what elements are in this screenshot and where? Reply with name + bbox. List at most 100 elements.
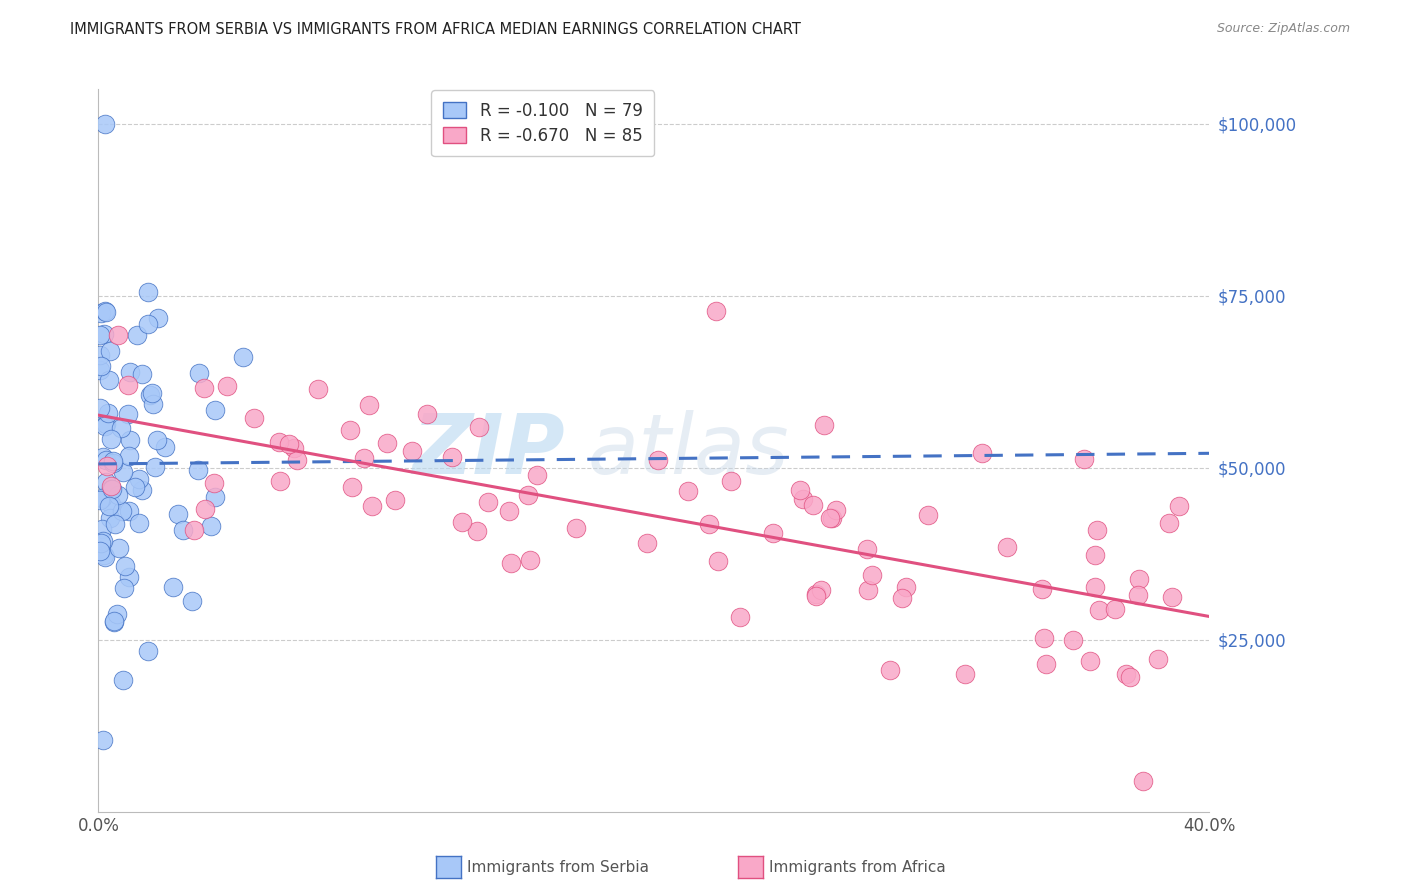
Point (890, 591, 912, 606)
Point (117, 378, 139, 392)
Point (860, 568, 883, 582)
Point (1115, 666, 1137, 681)
Point (477, 495, 499, 509)
Point (100, 432, 122, 446)
Text: Immigrants from Africa: Immigrants from Africa (769, 860, 946, 874)
Point (360, 499, 382, 513)
Text: Source: ZipAtlas.com: Source: ZipAtlas.com (1216, 22, 1350, 36)
Point (111, 673, 134, 687)
Point (93, 450, 115, 465)
Point (519, 553, 541, 567)
Point (441, 450, 464, 464)
Text: Immigrants from Serbia: Immigrants from Serbia (467, 860, 648, 874)
Point (287, 453, 309, 467)
Point (89, 544, 111, 558)
Point (821, 511, 844, 525)
Point (200, 519, 222, 533)
Point (1084, 580, 1107, 594)
Point (194, 501, 217, 516)
Point (193, 381, 215, 395)
Point (501, 556, 523, 570)
Point (810, 582, 832, 597)
Point (1147, 652, 1170, 666)
Point (215, 379, 238, 393)
Point (307, 382, 329, 396)
Point (955, 667, 977, 681)
Point (124, 480, 146, 494)
Point (117, 407, 139, 421)
Point (1168, 500, 1191, 514)
Point (118, 434, 141, 448)
Point (97, 406, 120, 420)
Point (894, 580, 917, 594)
Point (636, 536, 658, 550)
Point (100, 479, 122, 493)
Point (1119, 670, 1142, 684)
Point (856, 582, 879, 597)
Point (167, 507, 190, 521)
Point (375, 436, 398, 450)
Point (1085, 524, 1108, 538)
Point (647, 452, 669, 467)
Point (93, 327, 115, 342)
Point (697, 516, 720, 531)
Point (100, 482, 122, 496)
Point (762, 526, 785, 541)
Point (136, 285, 159, 300)
Legend: R = -0.100   N = 79, R = -0.670   N = 85: R = -0.100 N = 79, R = -0.670 N = 85 (432, 90, 654, 156)
Point (1157, 516, 1180, 530)
Point (1031, 582, 1053, 596)
Point (1088, 602, 1111, 616)
Point (100, 497, 122, 511)
Point (98, 373, 121, 387)
Point (468, 419, 491, 434)
Point (730, 609, 752, 624)
Point (146, 311, 169, 326)
Point (100, 483, 122, 497)
Point (94, 117, 117, 131)
Point (107, 541, 129, 555)
Point (94, 475, 117, 490)
Point (101, 456, 124, 470)
Point (90, 306, 112, 320)
Point (128, 472, 150, 486)
Point (564, 521, 586, 535)
Point (105, 607, 128, 621)
Point (89, 328, 111, 343)
Point (359, 398, 381, 412)
Point (162, 580, 184, 594)
Point (340, 480, 363, 494)
Point (90, 521, 112, 535)
Point (204, 403, 226, 417)
Point (917, 508, 939, 523)
Point (141, 385, 163, 400)
Point (1128, 572, 1150, 586)
Point (94, 305, 117, 319)
Point (278, 437, 301, 451)
Point (146, 434, 169, 448)
Point (855, 542, 877, 557)
Point (526, 467, 548, 482)
Point (465, 524, 488, 538)
Point (94, 550, 117, 565)
Point (384, 493, 406, 508)
Point (93, 548, 115, 562)
Point (232, 350, 254, 364)
Point (704, 304, 727, 318)
Point (103, 454, 125, 468)
Point (125, 327, 148, 342)
Point (98, 343, 121, 358)
Point (93, 419, 115, 434)
Point (792, 492, 814, 507)
Point (806, 590, 828, 604)
Point (187, 366, 209, 380)
Point (136, 318, 159, 332)
Point (90, 491, 112, 505)
Point (1132, 774, 1154, 789)
Point (94, 452, 117, 467)
Point (138, 388, 160, 402)
Point (172, 524, 194, 538)
Point (1062, 633, 1084, 648)
Point (1073, 452, 1095, 467)
Point (155, 441, 177, 455)
